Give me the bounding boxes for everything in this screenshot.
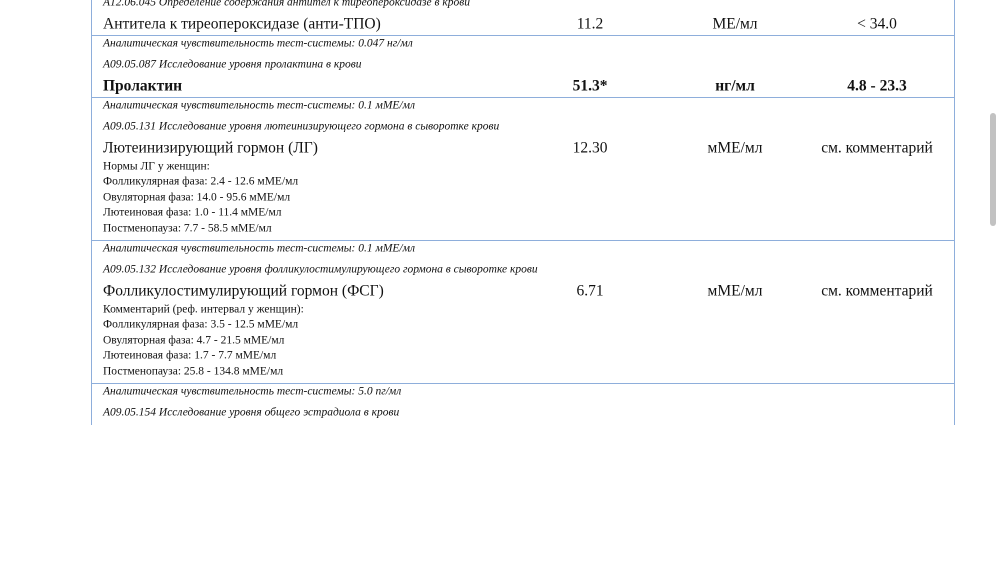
test-value: 51.3* bbox=[572, 76, 608, 94]
row-border bbox=[91, 96, 955, 98]
test-name: Фолликулостимулирующий гормон (ФСГ) bbox=[103, 281, 384, 299]
test-comment: Лютеиновая фаза: 1.0 - 11.4 мМЕ/мл bbox=[103, 206, 282, 219]
test-reference: 4.8 - 23.3 bbox=[847, 76, 907, 94]
test-sensitivity: Аналитическая чувствительность тест-сист… bbox=[103, 37, 413, 50]
test-reference: см. комментарий bbox=[821, 281, 933, 299]
test-value: 11.2 bbox=[576, 14, 604, 32]
test-sensitivity: Аналитическая чувствительность тест-сист… bbox=[103, 242, 415, 255]
test-reference: < 34.0 bbox=[857, 14, 897, 32]
row-border bbox=[91, 239, 955, 241]
test-code: A12.06.045 Определение содержания антите… bbox=[103, 0, 471, 9]
test-comment: Фолликулярная фаза: 3.5 - 12.5 мМЕ/мл bbox=[103, 318, 299, 331]
test-comment: Овуляторная фаза: 4.7 - 21.5 мМЕ/мл bbox=[103, 333, 285, 346]
test-units: МЕ/мл bbox=[712, 14, 758, 32]
table-border-right bbox=[954, 0, 955, 425]
test-value: 12.30 bbox=[572, 138, 608, 156]
test-comment: Постменопауза: 7.7 - 58.5 мМЕ/мл bbox=[103, 221, 272, 234]
test-comment: Комментарий (реф. интервал у женщин): bbox=[103, 302, 304, 315]
test-code: A09.05.131 Исследование уровня лютеинизи… bbox=[103, 120, 500, 133]
test-name: Пролактин bbox=[103, 76, 183, 94]
scrollbar[interactable] bbox=[990, 113, 996, 226]
test-name: Антитела к тиреопероксидазе (анти-ТПО) bbox=[103, 14, 381, 32]
test-comment: Нормы ЛГ у женщин: bbox=[103, 159, 210, 172]
test-comment: Фолликулярная фаза: 2.4 - 12.6 мМЕ/мл bbox=[103, 175, 299, 188]
test-units: мМЕ/мл bbox=[707, 281, 763, 299]
row-border bbox=[91, 34, 955, 36]
test-code: A09.05.087 Исследование уровня пролактин… bbox=[103, 58, 362, 71]
test-name: Лютеинизирующий гормон (ЛГ) bbox=[103, 138, 318, 156]
test-units: нг/мл bbox=[715, 76, 755, 94]
table-border-left bbox=[91, 0, 92, 425]
test-sensitivity: Аналитическая чувствительность тест-сист… bbox=[103, 385, 402, 398]
test-code: A09.05.154 Исследование уровня общего эс… bbox=[103, 406, 400, 419]
test-reference: см. комментарий bbox=[821, 138, 933, 156]
test-code: A09.05.132 Исследование уровня фолликуло… bbox=[103, 263, 538, 276]
test-value: 6.71 bbox=[576, 281, 604, 299]
test-comment: Овуляторная фаза: 14.0 - 95.6 мМЕ/мл bbox=[103, 190, 291, 203]
test-comment: Постменопауза: 25.8 - 134.8 мМЕ/мл bbox=[103, 364, 284, 377]
test-units: мМЕ/мл bbox=[707, 138, 763, 156]
test-sensitivity: Аналитическая чувствительность тест-сист… bbox=[103, 99, 415, 112]
row-border bbox=[91, 382, 955, 384]
test-comment: Лютеиновая фаза: 1.7 - 7.7 мМЕ/мл bbox=[103, 349, 277, 362]
